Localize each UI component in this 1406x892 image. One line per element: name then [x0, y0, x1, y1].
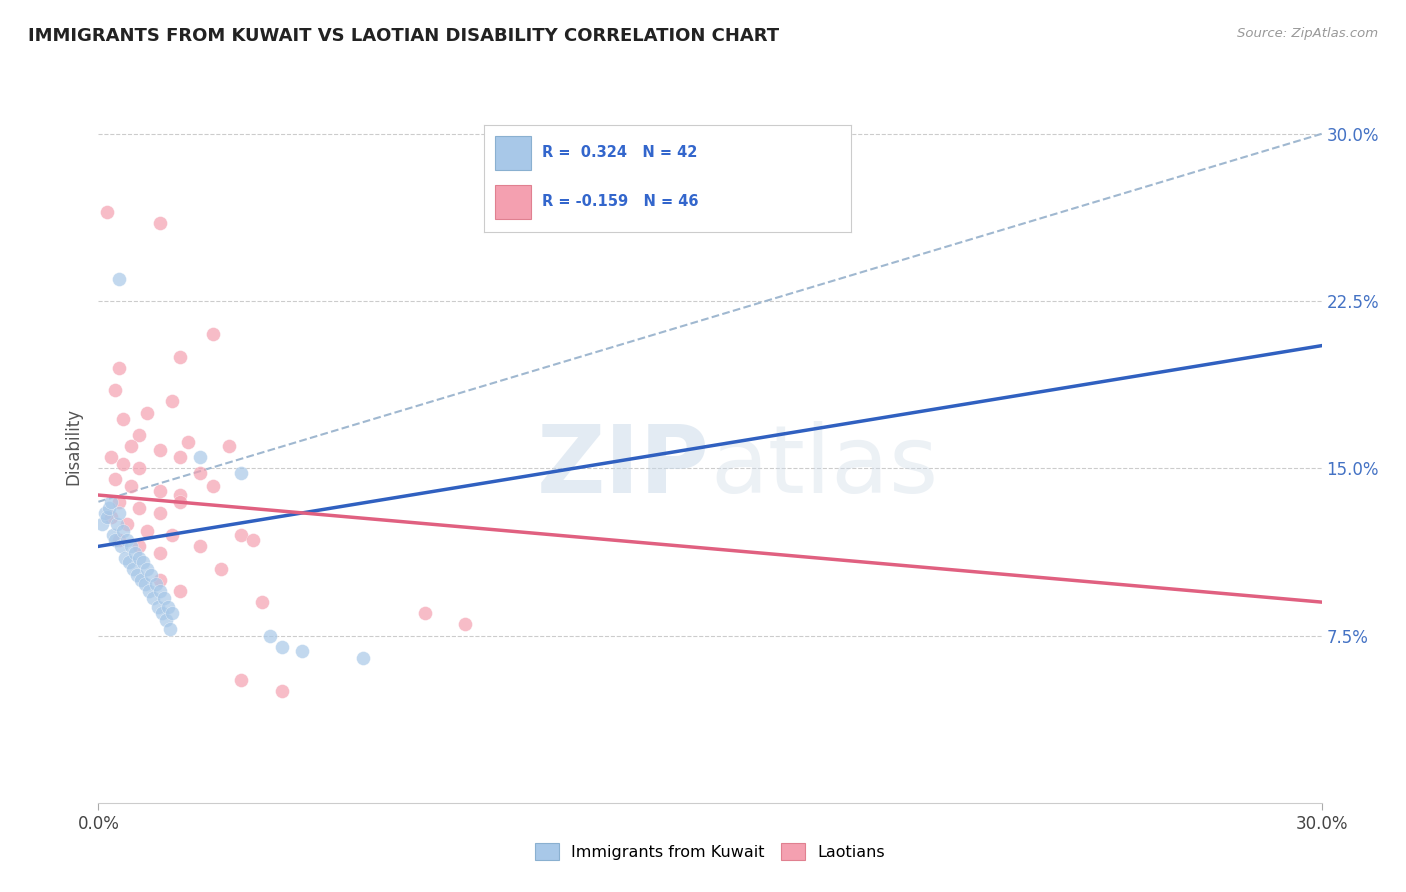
Point: [169, 488, 191, 502]
Point: [454, 617, 477, 632]
Point: [270, 640, 294, 654]
Point: [160, 394, 183, 409]
Text: IMMIGRANTS FROM KUWAIT VS LAOTIAN DISABILITY CORRELATION CHART: IMMIGRANTS FROM KUWAIT VS LAOTIAN DISABI…: [28, 27, 779, 45]
Point: [201, 479, 224, 493]
Point: [97, 501, 120, 516]
Point: [104, 384, 127, 398]
Point: [188, 539, 212, 553]
Text: Source: ZipAtlas.com: Source: ZipAtlas.com: [1237, 27, 1378, 40]
Point: [120, 439, 142, 453]
Point: [100, 510, 122, 524]
Point: [134, 577, 156, 591]
Point: [169, 450, 191, 464]
Point: [110, 539, 132, 553]
Point: [142, 591, 165, 605]
Point: [120, 479, 142, 493]
Legend: Immigrants from Kuwait, Laotians: Immigrants from Kuwait, Laotians: [529, 837, 891, 866]
Point: [291, 644, 314, 658]
Point: [128, 501, 150, 516]
Point: [138, 583, 160, 598]
Y-axis label: Disability: Disability: [65, 408, 83, 484]
Point: [100, 494, 122, 508]
Point: [145, 577, 167, 591]
Point: [118, 555, 141, 569]
Point: [149, 443, 172, 458]
Point: [127, 568, 149, 582]
Point: [149, 483, 172, 498]
Point: [149, 216, 172, 230]
Point: [150, 607, 173, 621]
Point: [136, 405, 159, 420]
Point: [270, 684, 294, 698]
Point: [108, 533, 131, 547]
Point: [115, 533, 138, 547]
Point: [111, 457, 134, 471]
Point: [108, 271, 131, 285]
Point: [413, 607, 436, 621]
Point: [155, 613, 177, 627]
Point: [169, 494, 191, 508]
Point: [160, 607, 183, 621]
Point: [259, 628, 281, 642]
Point: [156, 599, 179, 614]
Text: atlas: atlas: [710, 421, 938, 514]
Point: [100, 450, 122, 464]
Point: [96, 204, 118, 219]
Point: [188, 450, 212, 464]
Text: ZIP: ZIP: [537, 421, 710, 514]
Point: [128, 539, 150, 553]
Point: [149, 506, 172, 520]
Point: [136, 524, 159, 538]
Point: [108, 506, 131, 520]
Point: [122, 562, 145, 576]
Point: [128, 461, 150, 475]
Point: [250, 595, 273, 609]
Point: [104, 533, 127, 547]
Point: [115, 517, 138, 532]
Point: [108, 360, 131, 375]
Point: [108, 494, 131, 508]
Point: [104, 473, 127, 487]
Point: [209, 562, 232, 576]
Point: [160, 528, 183, 542]
Point: [141, 568, 163, 582]
Point: [169, 583, 191, 598]
Point: [177, 434, 200, 449]
Point: [352, 651, 374, 665]
Point: [231, 528, 253, 542]
Point: [114, 550, 136, 565]
Point: [111, 524, 134, 538]
Point: [149, 583, 172, 598]
Point: [91, 517, 114, 532]
Point: [149, 546, 172, 560]
Point: [152, 591, 174, 605]
Point: [136, 562, 159, 576]
Point: [128, 550, 150, 565]
Point: [188, 466, 212, 480]
Point: [231, 466, 253, 480]
Point: [129, 573, 152, 587]
Point: [132, 555, 155, 569]
Point: [149, 573, 172, 587]
Point: [101, 528, 124, 542]
Point: [105, 517, 128, 532]
Point: [169, 350, 191, 364]
Point: [111, 412, 134, 426]
Point: [93, 506, 115, 520]
Point: [96, 510, 118, 524]
Point: [128, 428, 150, 442]
Point: [124, 546, 146, 560]
Point: [159, 622, 181, 636]
Point: [231, 673, 253, 687]
Point: [146, 599, 169, 614]
Point: [242, 533, 264, 547]
Point: [120, 539, 142, 553]
Point: [201, 327, 224, 342]
Point: [218, 439, 240, 453]
